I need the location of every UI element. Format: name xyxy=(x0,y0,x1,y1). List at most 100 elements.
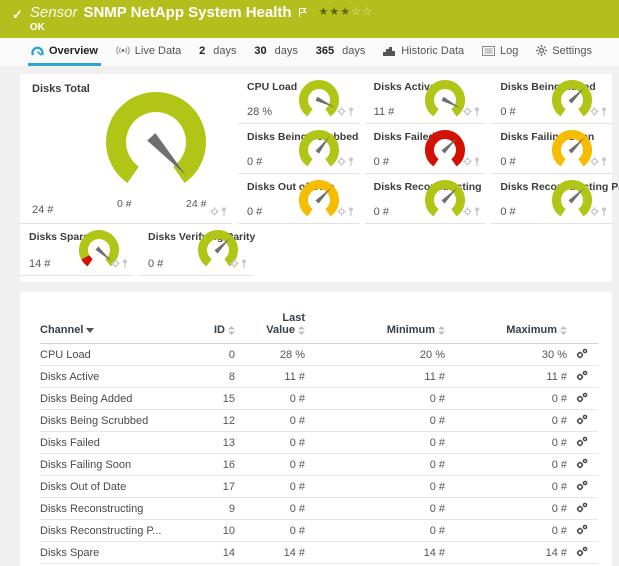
gauge-settings-gear-icon[interactable] xyxy=(463,107,472,119)
priority-flag-icon[interactable] xyxy=(298,7,307,18)
gauge-settings-gear-icon[interactable] xyxy=(463,207,472,219)
gauge-panel-disks-out-of-date: Disks Out of Date0 # xyxy=(238,174,359,224)
channel-row-disks-failing-soon: Disks Failing Soon160 #0 #0 # xyxy=(40,454,598,476)
channel-settings-icon[interactable] xyxy=(576,436,588,447)
gauge-settings-gear-icon[interactable] xyxy=(590,157,599,169)
channel-row-disks-reconstructing-p: Disks Reconstructing P...100 #0 #0 # xyxy=(40,520,598,542)
channel-name[interactable]: Disks Spare xyxy=(40,542,190,564)
gauge-panel-disks-failed: Disks Failed0 # xyxy=(365,124,486,174)
channel-name[interactable]: Disks Out of Date xyxy=(40,476,190,498)
channel-last-value: 11 # xyxy=(235,366,305,388)
channel-settings-icon[interactable] xyxy=(576,348,588,359)
tab-30-days[interactable]: 30days xyxy=(251,38,301,66)
tab-log[interactable]: Log xyxy=(479,38,521,66)
pin-icon[interactable] xyxy=(348,207,354,219)
channel-id: 17 xyxy=(190,476,235,498)
gauge-value: 28 % xyxy=(247,106,272,118)
pin-icon[interactable] xyxy=(601,207,607,219)
column-header-channel[interactable]: Channel xyxy=(40,306,190,344)
channel-row-disks-out-of-date: Disks Out of Date170 #0 #0 # xyxy=(40,476,598,498)
channel-name[interactable]: Disks Failed xyxy=(40,432,190,454)
tab-overview[interactable]: Overview xyxy=(28,38,101,66)
column-header-minimum[interactable]: Minimum xyxy=(305,306,445,344)
sort-desc-icon xyxy=(86,328,94,333)
channel-id: 15 xyxy=(190,388,235,410)
pin-icon[interactable] xyxy=(601,157,607,169)
channel-settings-icon[interactable] xyxy=(576,370,588,381)
channel-minimum: 0 # xyxy=(305,388,445,410)
column-header-last-value[interactable]: Last Value xyxy=(235,306,305,344)
channel-maximum: 30 % xyxy=(445,344,567,366)
gauge-settings-gear-icon[interactable] xyxy=(590,107,599,119)
channel-name[interactable]: Disks Being Added xyxy=(40,388,190,410)
channel-name[interactable]: CPU Load xyxy=(40,344,190,366)
channel-name[interactable]: Disks Reconstructing P... xyxy=(40,520,190,542)
gauge-settings-gear-icon[interactable] xyxy=(337,107,346,119)
channel-name[interactable]: Disks Reconstructing xyxy=(40,498,190,520)
pin-icon[interactable] xyxy=(474,107,480,119)
gauge-value: 14 # xyxy=(29,258,50,270)
column-header-id[interactable]: ID xyxy=(190,306,235,344)
channel-settings-icon[interactable] xyxy=(576,502,588,513)
channel-name[interactable]: Disks Active xyxy=(40,366,190,388)
channels-table-panel: Channel ID Last Value Minimum Maximum xyxy=(20,292,612,566)
gauge-value: 24 # xyxy=(32,204,53,216)
channel-settings-icon[interactable] xyxy=(576,480,588,491)
disks-active-gauge xyxy=(425,80,465,123)
gauge-settings-gear-icon[interactable] xyxy=(590,207,599,219)
gauge-settings-gear-icon[interactable] xyxy=(230,259,239,271)
channel-row-disks-active: Disks Active811 #11 #11 # xyxy=(40,366,598,388)
tab-365-days[interactable]: 365days xyxy=(313,38,369,66)
pin-icon[interactable] xyxy=(221,207,227,219)
priority-stars[interactable]: ★★★☆☆ xyxy=(319,7,373,18)
channel-settings-icon[interactable] xyxy=(576,546,588,557)
column-header-maximum[interactable]: Maximum xyxy=(445,306,567,344)
channel-name[interactable]: Disks Failing Soon xyxy=(40,454,190,476)
gauge-value: 0 # xyxy=(500,106,515,118)
table-header-row: Channel ID Last Value Minimum Maximum xyxy=(40,306,598,344)
channel-name[interactable]: Disks Being Scrubbed xyxy=(40,410,190,432)
channel-id: 13 xyxy=(190,432,235,454)
channel-minimum: 0 # xyxy=(305,432,445,454)
gauge-settings-gear-icon[interactable] xyxy=(111,259,120,271)
gauge-panel-disks-being-added: Disks Being Added0 # xyxy=(491,74,612,124)
pin-icon[interactable] xyxy=(348,157,354,169)
gauge-value: 0 # xyxy=(247,156,262,168)
gauge-settings-gear-icon[interactable] xyxy=(463,157,472,169)
channel-last-value: 14 # xyxy=(235,542,305,564)
gauge-title: Disks Total xyxy=(32,83,90,95)
pin-icon[interactable] xyxy=(348,107,354,119)
tab-2-days[interactable]: 2days xyxy=(196,38,239,66)
channel-maximum: 14 # xyxy=(445,542,567,564)
pin-icon[interactable] xyxy=(474,157,480,169)
pin-icon[interactable] xyxy=(601,107,607,119)
channel-settings-icon[interactable] xyxy=(576,392,588,403)
gauge-value: 0 # xyxy=(247,206,262,218)
gauge-title: CPU Load xyxy=(247,81,297,93)
gauge-panel-disks-verifying-parity: Disks Verifying Parity0 # xyxy=(139,224,252,276)
star-filled-icon: ★ xyxy=(329,6,340,18)
channel-minimum: 11 # xyxy=(305,366,445,388)
gauge-settings-gear-icon[interactable] xyxy=(337,207,346,219)
disks-total-gauge xyxy=(106,92,206,195)
tab-settings[interactable]: Settings xyxy=(533,38,595,66)
star-filled-icon: ★ xyxy=(319,6,330,18)
channel-maximum: 11 # xyxy=(445,366,567,388)
tab-live-data[interactable]: Live Data xyxy=(113,38,184,66)
sensor-status-text: OK xyxy=(30,22,373,33)
sensor-title[interactable]: SNMP NetApp System Health xyxy=(83,4,291,21)
channel-maximum: 0 # xyxy=(445,388,567,410)
channel-settings-icon[interactable] xyxy=(576,458,588,469)
pin-icon[interactable] xyxy=(241,259,247,271)
pin-icon[interactable] xyxy=(474,207,480,219)
cpu-load-gauge xyxy=(299,80,339,123)
tab-historic-data[interactable]: Historic Data xyxy=(380,38,467,66)
gauge-settings-gear-icon[interactable] xyxy=(337,157,346,169)
gauge-panel-cpu-load: CPU Load 28 % xyxy=(238,74,359,124)
disks-reconstructing-parity-gauge xyxy=(552,180,592,223)
channel-settings-icon[interactable] xyxy=(576,414,588,425)
star-empty-icon: ☆ xyxy=(362,6,373,18)
gauge-settings-gear-icon[interactable] xyxy=(210,207,219,219)
channel-settings-icon[interactable] xyxy=(576,524,588,535)
pin-icon[interactable] xyxy=(122,259,128,271)
